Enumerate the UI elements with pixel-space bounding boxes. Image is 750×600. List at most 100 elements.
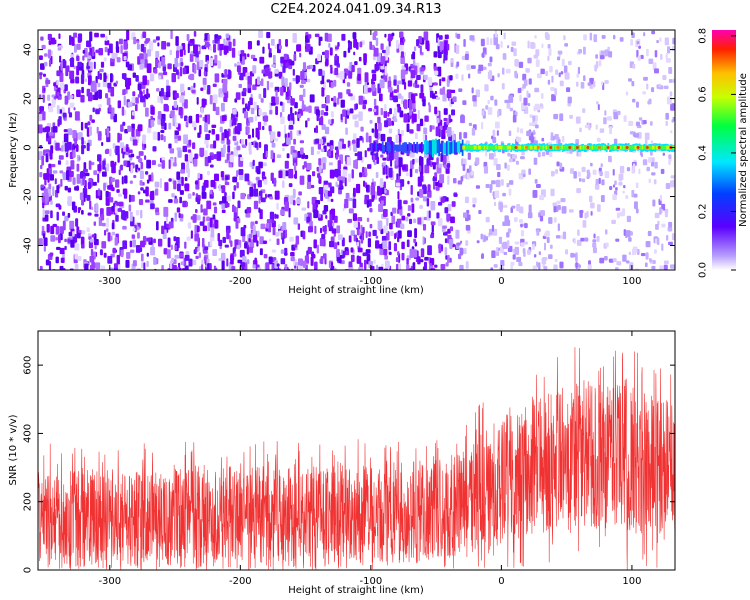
heatmap-cell: [387, 37, 393, 42]
heatmap-cell: [628, 237, 632, 242]
heatmap-cell: [378, 122, 382, 131]
heatmap-cell: [279, 101, 283, 106]
heatmap-cell: [88, 126, 92, 136]
heatmap-cell: [529, 114, 533, 118]
heatmap-cell: [149, 73, 155, 82]
heatmap-cell: [494, 99, 498, 106]
heatmap-cell: [211, 128, 215, 135]
heatmap-cell: [470, 65, 476, 69]
heatmap-cell: [555, 235, 561, 239]
heatmap-cell: [494, 201, 497, 207]
heatmap-cell: [228, 41, 232, 51]
heatmap-cell: [145, 199, 150, 203]
heatmap-cell: [158, 60, 161, 69]
heatmap-cell: [608, 51, 613, 58]
heatmap-cell: [670, 130, 673, 134]
heatmap-cell: [459, 264, 464, 270]
heatmap-cell: [144, 143, 147, 149]
heatmap-cell: [491, 224, 495, 232]
heatmap-cell: [76, 232, 81, 239]
heatmap-cell: [337, 184, 340, 188]
heatmap-cell: [341, 237, 345, 247]
snr-x-ticks: -300 -200 -100 0 100: [98, 331, 641, 587]
heatmap-cell: [625, 195, 629, 199]
heatmap-cell: [598, 60, 602, 67]
heatmap-cell: [70, 239, 75, 248]
heatmap-cell: [413, 142, 415, 153]
heatmap-cell: [431, 139, 434, 158]
heatmap-cell: [403, 99, 408, 109]
heatmap-cell: [664, 208, 669, 214]
heatmap-cell: [97, 131, 102, 141]
heatmap-cell: [96, 126, 99, 134]
heatmap-cell: [335, 181, 338, 187]
heatmap-cell: [264, 68, 270, 77]
heatmap-cell: [346, 82, 351, 87]
heatmap-cell: [597, 204, 601, 212]
heatmap-cell: [226, 229, 230, 240]
heatmap-cell: [125, 259, 130, 268]
heatmap-cell: [297, 113, 302, 119]
heatmap-cell: [176, 171, 181, 180]
heatmap-cell: [157, 131, 161, 141]
heatmap-cell: [224, 181, 230, 186]
heatmap-cell: [400, 69, 406, 80]
heatmap-cell: [176, 207, 181, 213]
heatmap-cell: [258, 161, 263, 169]
heatmap-cell: [541, 43, 544, 49]
heatmap-cell: [57, 91, 60, 97]
heatmap-cell: [414, 132, 418, 140]
heatmap-cell: [417, 217, 422, 225]
heatmap-cell: [583, 75, 586, 82]
heatmap-cell: [116, 57, 121, 63]
heatmap-cell: [95, 109, 100, 115]
heatmap-cell: [43, 149, 46, 156]
heatmap-cell: [170, 110, 175, 118]
heatmap-cell: [195, 114, 200, 123]
heatmap-cell: [578, 48, 582, 54]
heatmap-cell: [556, 161, 560, 167]
heatmap-cell: [471, 127, 476, 136]
heatmap-cell: [444, 142, 447, 155]
heatmap-cell: [174, 217, 177, 222]
heatmap-cell: [302, 260, 307, 268]
heatmap-cell: [633, 193, 638, 198]
heatmap-cell: [556, 56, 561, 61]
heatmap-cell: [316, 244, 320, 254]
heatmap-cell: [38, 113, 43, 122]
heatmap-cell: [438, 139, 441, 157]
heatmap-cell: [609, 126, 613, 135]
heatmap-cell: [75, 144, 79, 152]
heatmap-cell: [265, 150, 268, 158]
heatmap-cell: [355, 103, 358, 110]
colorbar-tick-label: 0.0: [698, 262, 709, 278]
heatmap-cell: [527, 40, 530, 49]
heatmap-cell: [671, 233, 675, 241]
heatmap-cell: [106, 163, 110, 172]
heatmap-cell: [399, 142, 401, 152]
heatmap-cell: [189, 73, 195, 81]
heatmap-cell: [209, 152, 214, 156]
heatmap-cell: [132, 72, 136, 78]
heatmap-cell: [325, 58, 329, 66]
heatmap-cell: [475, 145, 477, 150]
heatmap-cell: [123, 160, 128, 167]
heatmap-cell: [393, 89, 398, 93]
heatmap-cell: [612, 34, 616, 40]
heatmap-cell: [356, 241, 359, 247]
heatmap-cell: [436, 212, 440, 219]
heatmap-cell: [606, 116, 612, 121]
heatmap-cell: [612, 145, 615, 150]
heatmap-cell: [599, 128, 605, 133]
heatmap-cell: [452, 140, 455, 154]
heatmap-cell: [543, 266, 548, 270]
heatmap-cell: [277, 224, 281, 230]
heatmap-cell: [109, 73, 113, 83]
heatmap-cell: [533, 54, 539, 59]
heatmap-cell: [44, 192, 49, 202]
heatmap-cell: [42, 94, 45, 103]
heatmap-cell: [380, 143, 383, 152]
heatmap-cell: [383, 110, 388, 119]
heatmap-cell: [203, 71, 207, 76]
heatmap-cell: [264, 193, 268, 199]
